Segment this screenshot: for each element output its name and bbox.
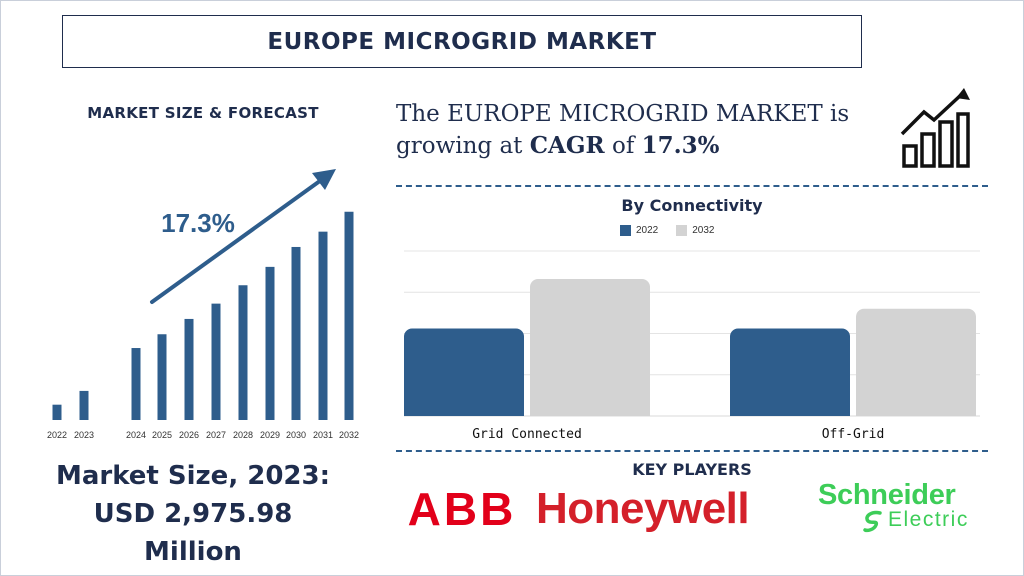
abb-logo-text: ABB bbox=[407, 483, 517, 535]
forecast-label: MARKET SIZE & FORECAST bbox=[87, 104, 319, 122]
forecast-tick-2032: 2032 bbox=[339, 430, 359, 440]
honeywell-logo: Honeywell bbox=[536, 484, 750, 533]
forecast-tick-2022: 2022 bbox=[47, 430, 67, 440]
bar-base-fill bbox=[730, 406, 850, 416]
legend-label-2032: 2032 bbox=[692, 225, 715, 236]
cagr-word: CAGR bbox=[529, 132, 605, 159]
market-size-line3: Million bbox=[144, 537, 242, 567]
forecast-bar-2029 bbox=[265, 266, 275, 420]
bar-grid-connected-2032 bbox=[530, 279, 650, 416]
schneider-logo-text: Schneider bbox=[818, 479, 956, 511]
legend-swatch-2022 bbox=[620, 225, 631, 236]
bar-off-grid-2022 bbox=[730, 328, 850, 416]
category-label-grid-connected: Grid Connected bbox=[472, 427, 582, 442]
growth-arrow-head bbox=[312, 169, 336, 190]
connectivity-title: By Connectivity bbox=[621, 196, 763, 215]
connectivity-legend: 2022 2032 bbox=[620, 225, 715, 236]
forecast-bar-2022 bbox=[52, 404, 62, 420]
market-size-line2: USD 2,975.98 bbox=[93, 499, 293, 529]
legend-item-2032: 2032 bbox=[676, 225, 715, 236]
forecast-tick-2025: 2025 bbox=[152, 430, 172, 440]
divider-top bbox=[396, 185, 988, 187]
abb-logo: ABB bbox=[408, 485, 516, 533]
bar-base-fill bbox=[530, 406, 650, 416]
bar-grid-connected-2022 bbox=[404, 328, 524, 416]
forecast-bar-2026 bbox=[184, 318, 194, 420]
bar-base-fill bbox=[404, 406, 524, 416]
market-size-summary: Market Size, 2023: USD 2,975.98 Million bbox=[38, 457, 348, 571]
forecast-bar-2024 bbox=[131, 348, 141, 420]
legend-item-2022: 2022 bbox=[620, 225, 658, 236]
title-box: EUROPE MICROGRID MARKET bbox=[62, 15, 862, 68]
cagr-annotation: 17.3% bbox=[161, 208, 235, 238]
forecast-bar-2028 bbox=[238, 285, 248, 420]
schneider-se-icon bbox=[863, 510, 882, 533]
honeywell-logo-text: Honeywell bbox=[536, 484, 750, 533]
forecast-tick-2024: 2024 bbox=[126, 430, 146, 440]
forecast-chart: 2022 2023 2024 2025 2026 2027 2028 2029 2030 2031… bbox=[47, 169, 359, 440]
market-size-line1: Market Size, 2023: bbox=[55, 461, 331, 491]
forecast-tick-2023: 2023 bbox=[74, 430, 94, 440]
forecast-tick-2029: 2029 bbox=[260, 430, 280, 440]
category-label-off-grid: Off-Grid bbox=[822, 427, 885, 442]
forecast-tick-2028: 2028 bbox=[233, 430, 253, 440]
forecast-bar-2032 bbox=[344, 211, 354, 420]
legend-label-2022: 2022 bbox=[636, 225, 659, 236]
growth-chart-icon bbox=[900, 88, 970, 168]
bar-base-fill bbox=[856, 406, 976, 416]
forecast-bar-2027 bbox=[211, 303, 221, 420]
cagr-value: 17.3% bbox=[641, 132, 720, 159]
forecast-bar-2023 bbox=[79, 390, 89, 420]
legend-swatch-2032 bbox=[676, 225, 688, 236]
cagr-statement: The EUROPE MICROGRID MARKET is growing a… bbox=[396, 98, 876, 162]
growth-arrow bbox=[150, 176, 326, 304]
forecast-tick-2027: 2027 bbox=[206, 430, 226, 440]
schneider-electric-logo: Schneider Electric bbox=[818, 480, 998, 536]
electric-logo-text: Electric bbox=[888, 508, 969, 531]
forecast-tick-2026: 2026 bbox=[179, 430, 199, 440]
cagr-middle: of bbox=[604, 133, 642, 159]
forecast-bar-2030 bbox=[291, 246, 301, 420]
divider-bottom bbox=[396, 450, 988, 452]
key-players-title: KEY PLAYERS bbox=[632, 460, 752, 479]
forecast-bar-2031 bbox=[318, 231, 328, 420]
forecast-bar-2025 bbox=[157, 334, 167, 420]
page-title: EUROPE MICROGRID MARKET bbox=[267, 28, 657, 55]
forecast-tick-2030: 2030 bbox=[286, 430, 306, 440]
cagr-prefix: The EUROPE MICROGRID MARKET is growing a… bbox=[396, 101, 850, 159]
connectivity-chart: Grid Connected Off-Grid bbox=[404, 250, 980, 442]
bar-off-grid-2032 bbox=[856, 308, 976, 416]
forecast-tick-2031: 2031 bbox=[313, 430, 333, 440]
